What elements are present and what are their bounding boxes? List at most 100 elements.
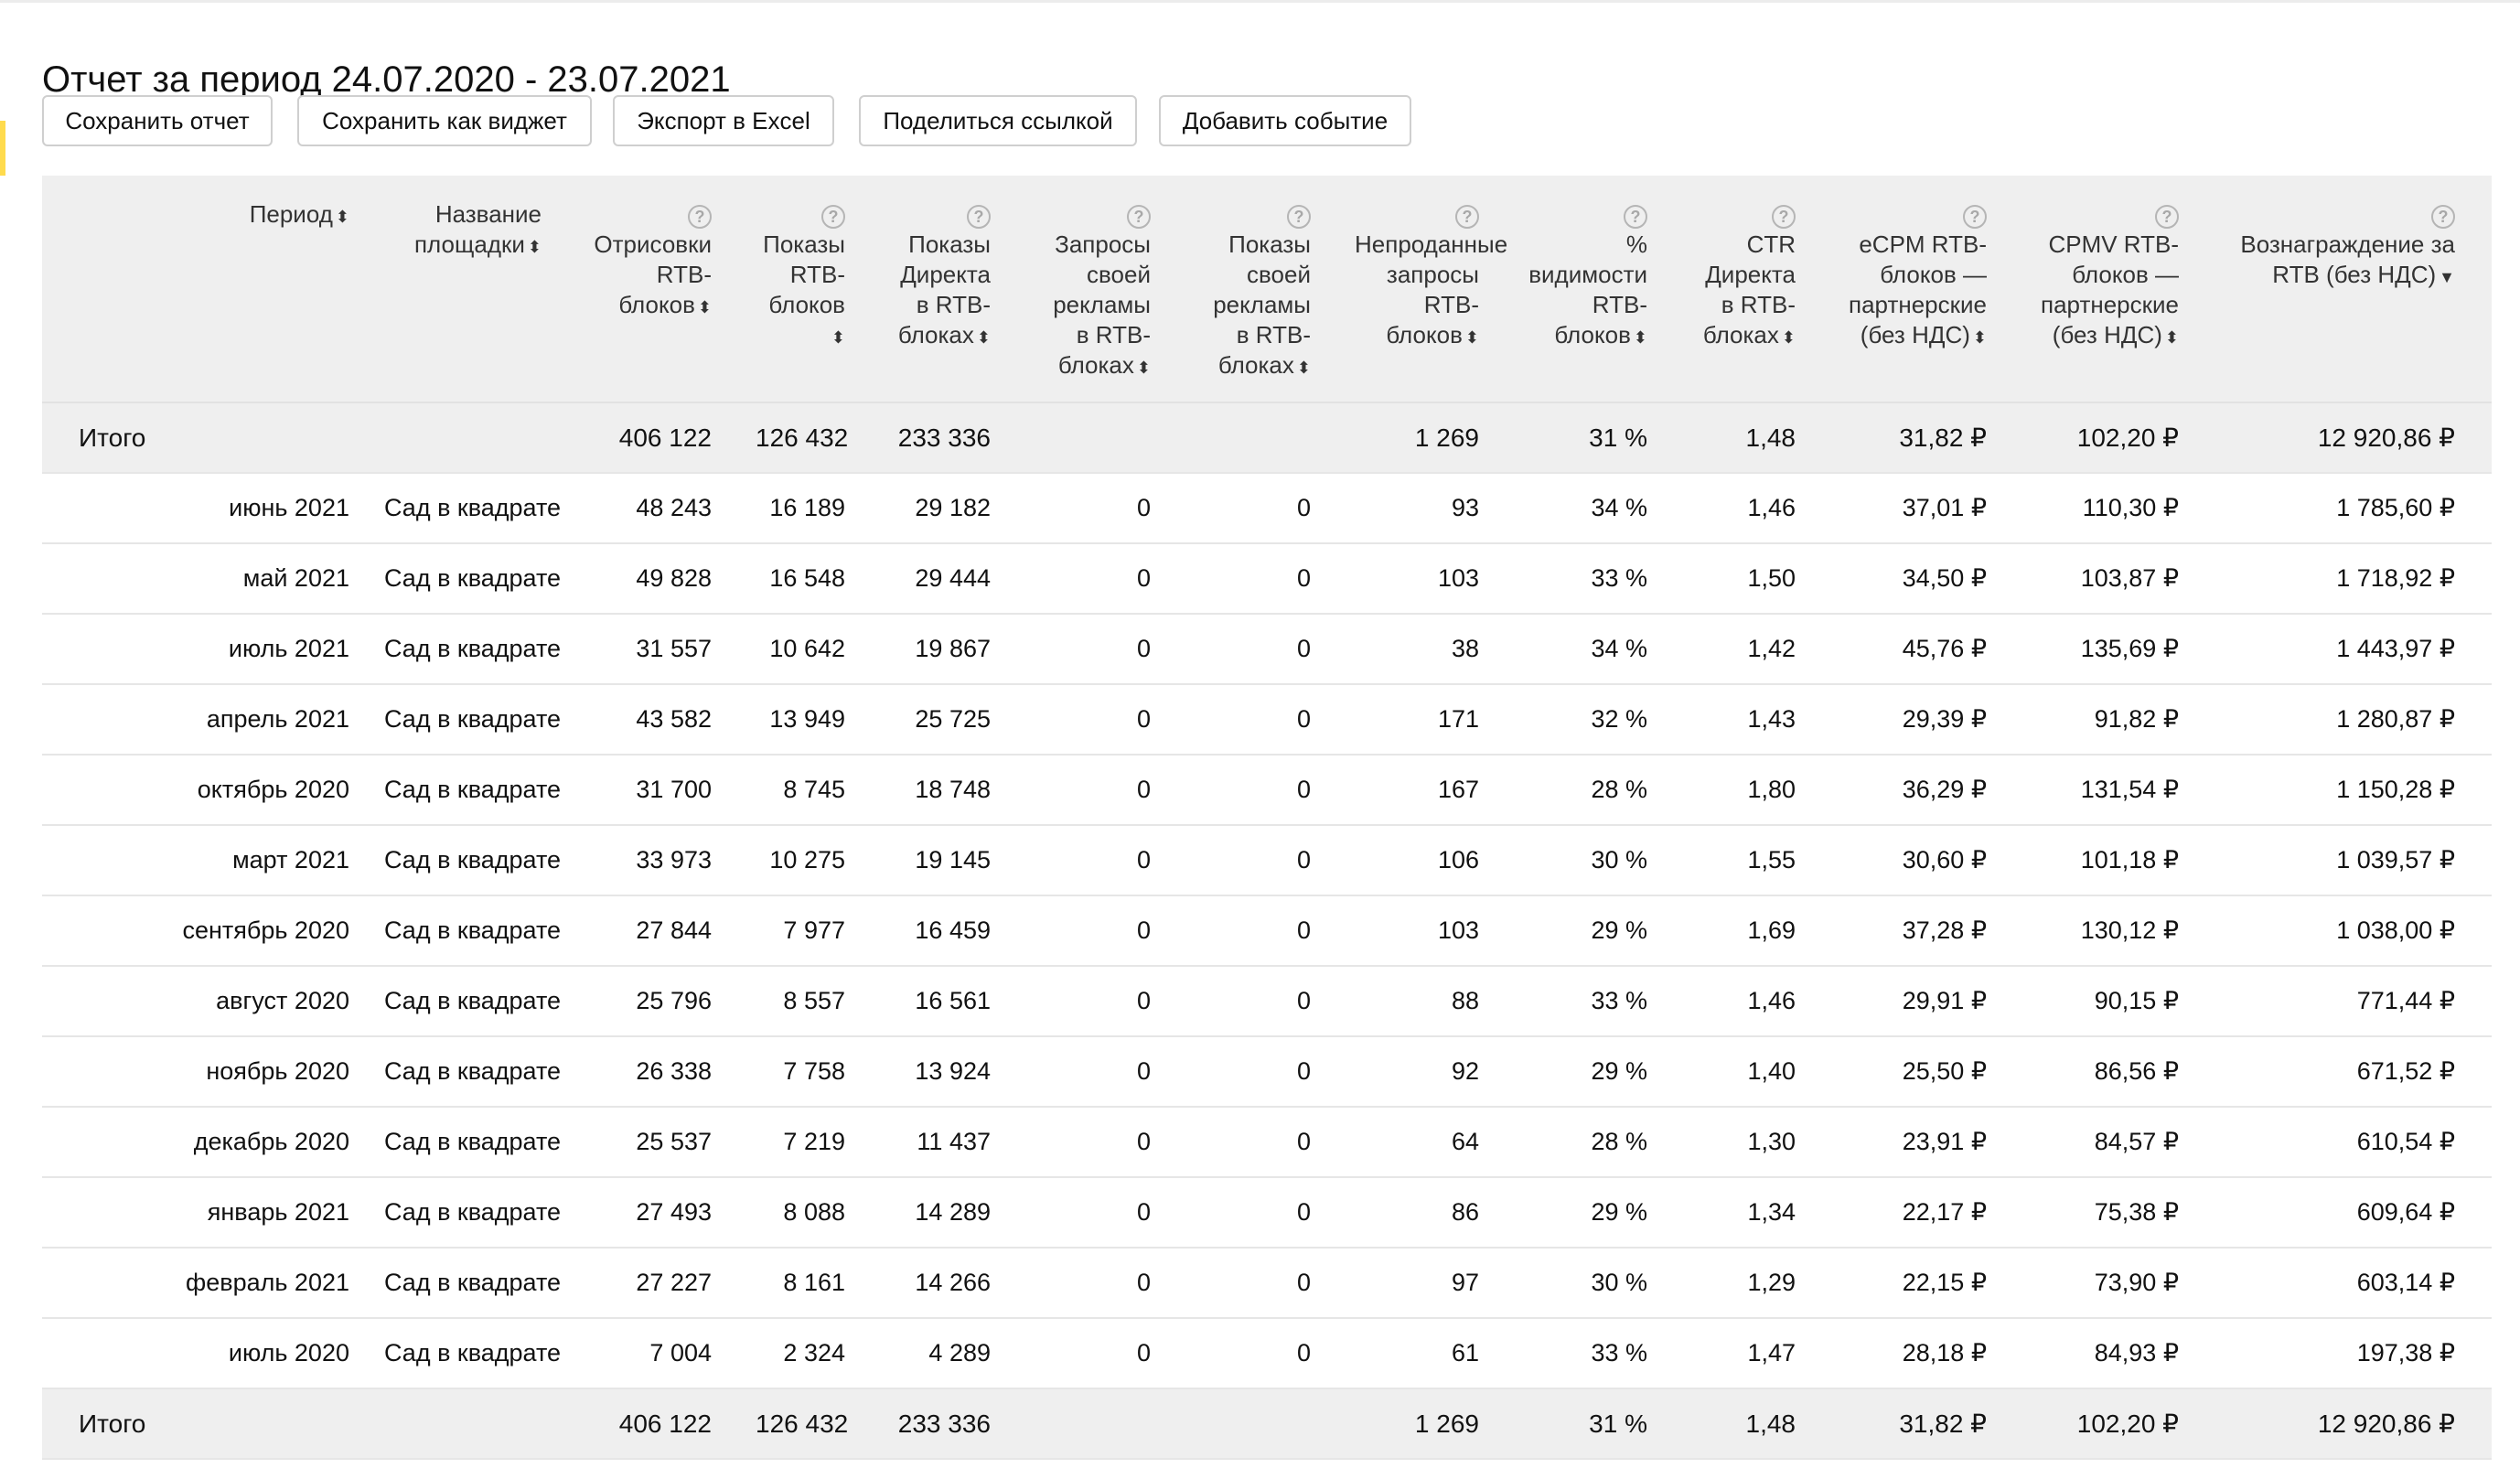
cell-rtb-renders: 48 243 <box>578 473 748 544</box>
help-icon[interactable]: ? <box>821 205 845 229</box>
sort-both-icon[interactable]: ⬍ <box>527 238 542 256</box>
column-header-visibility[interactable]: ?% видимости RTB-блоков ⬍ <box>1516 176 1684 403</box>
help-icon[interactable]: ? <box>1963 205 1987 229</box>
table-row[interactable]: июль 2021 Сад в квадрате 31 557 10 642 19 86… <box>42 614 2492 685</box>
total-cell-direct-ctr: 1,48 <box>1684 402 1832 474</box>
add-event-button[interactable]: Добавить событие <box>1159 95 1411 146</box>
help-icon-row: ? <box>889 199 991 230</box>
sort-both-icon[interactable]: ⬍ <box>1633 328 1647 347</box>
cell-direct-impressions: 11 437 <box>882 1107 1027 1178</box>
cell-direct-impressions: 16 459 <box>882 895 1027 967</box>
cell-rtb-impressions: 7 219 <box>748 1107 882 1178</box>
cell-period: август 2020 <box>42 966 368 1037</box>
sort-both-icon[interactable]: ⬍ <box>1781 328 1796 347</box>
sort-both-icon[interactable]: ⬍ <box>831 328 845 347</box>
cell-rtb-renders: 31 700 <box>578 755 748 826</box>
cell-unsold-requests: 103 <box>1347 895 1516 967</box>
cell-direct-ctr: 1,55 <box>1684 825 1832 896</box>
sort-both-icon[interactable]: ⬍ <box>1136 359 1151 377</box>
column-header-rtb-reward[interactable]: ? Вознаграждение за RTB (без НДС) ▼ <box>2215 176 2492 403</box>
share-link-button[interactable]: Поделиться ссылкой <box>859 95 1137 146</box>
cell-cpmv: 84,93 ₽ <box>2023 1318 2215 1389</box>
total-cell-cpmv: 102,20 ₽ <box>2023 1388 2215 1460</box>
sort-both-icon[interactable]: ⬍ <box>335 208 349 226</box>
column-header-unsold-requests[interactable]: ? Непроданные запросы RTB-блоков ⬍ <box>1347 176 1516 403</box>
save-as-widget-button[interactable]: Сохранить как виджет <box>297 95 592 146</box>
cell-rtb-impressions: 16 189 <box>748 473 882 544</box>
cell-ecpm: 30,60 ₽ <box>1832 825 2023 896</box>
cell-visibility: 30 % <box>1516 1248 1684 1319</box>
cell-direct-impressions: 14 289 <box>882 1177 1027 1249</box>
table-row[interactable]: январь 2021 Сад в квадрате 27 493 8 088 14 2… <box>42 1177 2492 1249</box>
table-row[interactable]: июль 2020 Сад в квадрате 7 004 2 324 4 289 0 0… <box>42 1318 2492 1389</box>
column-header-direct-impressions[interactable]: ? Показы Директа в RTB-блоках ⬍ <box>882 176 1027 403</box>
table-row[interactable]: октябрь 2020 Сад в квадрате 31 700 8 745 18 … <box>42 755 2492 826</box>
page-title: Отчет за период 24.07.2020 - 23.07.2021 <box>42 59 731 100</box>
cell-unsold-requests: 167 <box>1347 755 1516 826</box>
cell-visibility: 29 % <box>1516 895 1684 967</box>
column-header-own-ad-impressions[interactable]: ? Показы своей рекламы в RTB-блоках ⬍ <box>1187 176 1347 403</box>
column-header-ecpm[interactable]: ? eCPM RTB-блоков — партнерские (без НДС)… <box>1832 176 2023 403</box>
cell-cpmv: 101,18 ₽ <box>2023 825 2215 896</box>
cell-direct-ctr: 1,80 <box>1684 755 1832 826</box>
save-report-button[interactable]: Сохранить отчет <box>42 95 273 146</box>
total-cell-rtb-renders: 406 122 <box>578 402 748 474</box>
sort-both-icon[interactable]: ⬍ <box>697 298 712 316</box>
help-icon[interactable]: ? <box>688 205 712 229</box>
cell-own-ad-requests: 0 <box>1027 1107 1187 1178</box>
sort-desc-icon[interactable]: ▼ <box>2439 268 2455 286</box>
table-row[interactable]: август 2020 Сад в квадрате 25 796 8 557 16 5… <box>42 966 2492 1037</box>
cell-own-ad-impressions: 0 <box>1187 614 1347 685</box>
table-row[interactable]: декабрь 2020 Сад в квадрате 25 537 7 219 11 … <box>42 1107 2492 1178</box>
cell-direct-ctr: 1,69 <box>1684 895 1832 967</box>
column-header-site-name[interactable]: Название площадки ⬍ <box>368 176 578 403</box>
cell-rtb-reward: 1 280,87 ₽ <box>2215 684 2492 756</box>
sort-both-icon[interactable]: ⬍ <box>1464 328 1479 347</box>
table-row[interactable]: апрель 2021 Сад в квадрате 43 582 13 949 25 … <box>42 684 2492 756</box>
cell-visibility: 30 % <box>1516 825 1684 896</box>
help-icon[interactable]: ? <box>2431 205 2455 229</box>
table-row[interactable]: март 2021 Сад в квадрате 33 973 10 275 19 14… <box>42 825 2492 896</box>
table-row[interactable]: ноябрь 2020 Сад в квадрате 26 338 7 758 13 9… <box>42 1036 2492 1108</box>
sort-both-icon[interactable]: ⬍ <box>2164 328 2179 347</box>
help-icon[interactable]: ? <box>1287 205 1311 229</box>
cell-ecpm: 34,50 ₽ <box>1832 543 2023 615</box>
help-icon[interactable]: ? <box>1127 205 1151 229</box>
help-icon[interactable]: ? <box>1772 205 1796 229</box>
cell-own-ad-requests: 0 <box>1027 1318 1187 1389</box>
cell-rtb-impressions: 8 557 <box>748 966 882 1037</box>
help-icon[interactable]: ? <box>967 205 991 229</box>
cell-direct-impressions: 18 748 <box>882 755 1027 826</box>
total-cell-rtb-reward: 12 920,86 ₽ <box>2215 402 2492 474</box>
column-header-own-ad-requests[interactable]: ? Запросы своей рекламы в RTB-блоках ⬍ <box>1027 176 1187 403</box>
help-icon[interactable]: ? <box>2155 205 2179 229</box>
column-header-cpmv[interactable]: ? CPMV RTB-блоков — партнерские (без НДС)… <box>2023 176 2215 403</box>
cell-own-ad-impressions: 0 <box>1187 755 1347 826</box>
sort-both-icon[interactable]: ⬍ <box>1972 328 1987 347</box>
cell-rtb-reward: 197,38 ₽ <box>2215 1318 2492 1389</box>
export-excel-button[interactable]: Экспорт в Excel <box>613 95 834 146</box>
help-icon[interactable]: ? <box>1455 205 1479 229</box>
cell-direct-impressions: 25 725 <box>882 684 1027 756</box>
total-cell-direct-impressions: 233 336 <box>882 402 1027 474</box>
table-row[interactable]: май 2021 Сад в квадрате 49 828 16 548 29 444… <box>42 543 2492 615</box>
table-row[interactable]: сентябрь 2020 Сад в квадрате 27 844 7 977 16… <box>42 895 2492 967</box>
column-header-rtb-renders[interactable]: ? Отрисовки RTB-блоков ⬍ <box>578 176 748 403</box>
cell-rtb-reward: 603,14 ₽ <box>2215 1248 2492 1319</box>
help-icon[interactable]: ? <box>1624 205 1647 229</box>
cell-cpmv: 103,87 ₽ <box>2023 543 2215 615</box>
cell-visibility: 28 % <box>1516 1107 1684 1178</box>
column-header-period[interactable]: Период ⬍ <box>42 176 368 403</box>
sort-both-icon[interactable]: ⬍ <box>976 328 991 347</box>
column-header-direct-ctr[interactable]: ? CTR Директа в RTB-блоках ⬍ <box>1684 176 1832 403</box>
cell-rtb-reward: 610,54 ₽ <box>2215 1107 2492 1178</box>
cell-rtb-impressions: 13 949 <box>748 684 882 756</box>
table-row[interactable]: февраль 2021 Сад в квадрате 27 227 8 161 14 … <box>42 1248 2492 1319</box>
table-row[interactable]: июнь 2021 Сад в квадрате 48 243 16 189 29 18… <box>42 473 2492 544</box>
column-header-label: CTR Директа в RTB-блоках <box>1702 230 1796 348</box>
cell-own-ad-impressions: 0 <box>1187 1177 1347 1249</box>
cell-direct-ctr: 1,40 <box>1684 1036 1832 1108</box>
sort-both-icon[interactable]: ⬍ <box>1296 359 1311 377</box>
column-header-rtb-impressions[interactable]: ? Показы RTB-блоков ⬍ <box>748 176 882 403</box>
cell-unsold-requests: 106 <box>1347 825 1516 896</box>
